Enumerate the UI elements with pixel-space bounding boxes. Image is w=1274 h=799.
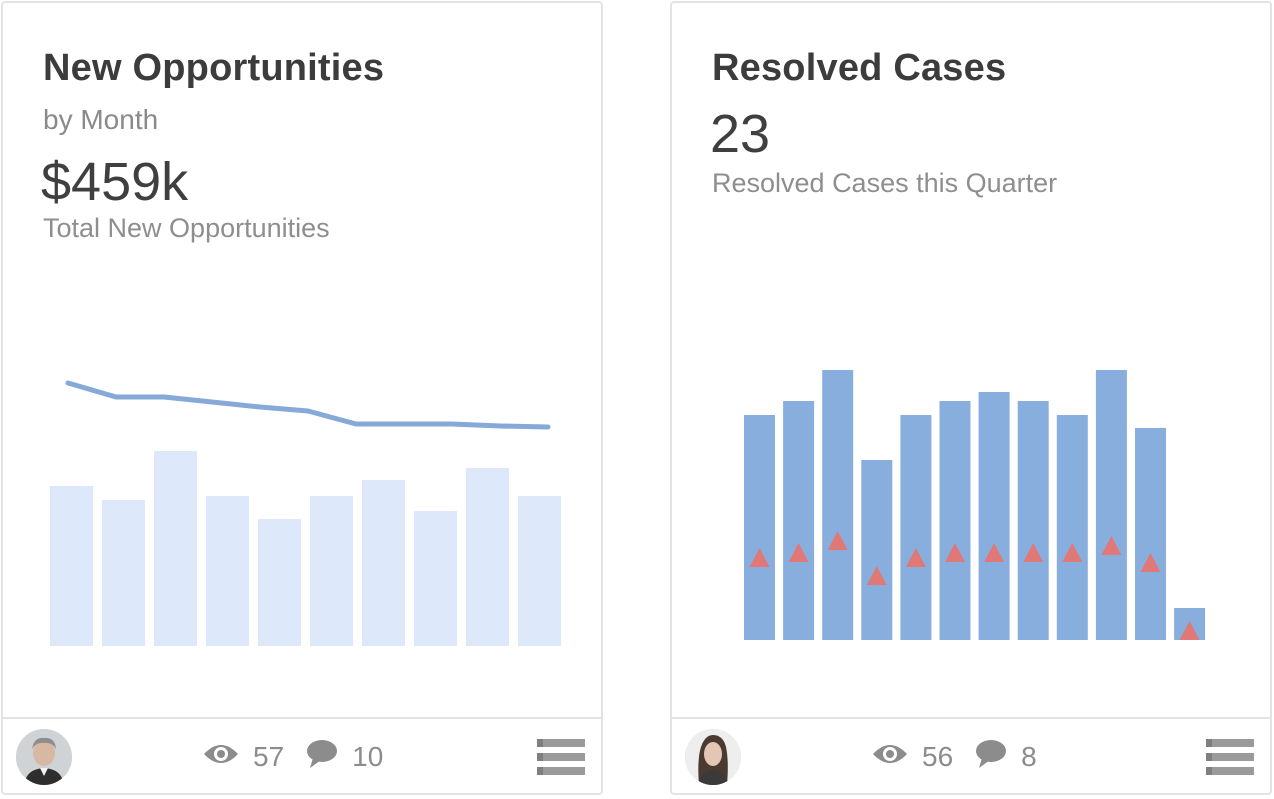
bar [1095,370,1127,640]
target-marker [905,548,926,567]
list-icon[interactable] [537,739,585,780]
target-marker [749,548,770,567]
opportunities-chart [50,380,561,646]
bar [50,486,93,646]
new-opportunities-card[interactable]: New Opportunities by Month $459k Total N… [1,1,603,795]
bar [362,480,405,646]
card-stats: 57 10 [203,737,405,777]
comment-icon[interactable] [306,739,338,776]
avatar[interactable] [16,729,72,785]
target-marker [1179,621,1200,640]
card-subtitle: by Month [43,104,159,135]
bar [861,460,893,640]
card-title: New Opportunities [43,47,385,89]
comments-count: 8 [1021,741,1037,772]
eye-icon[interactable] [872,741,908,773]
bar [1017,401,1049,640]
bar [466,468,509,646]
trend-line [65,380,551,430]
views-count: 56 [922,741,954,772]
target-marker [1062,543,1083,562]
comment-icon[interactable] [975,739,1007,776]
bar [1135,428,1166,640]
bar [978,392,1010,640]
bar [206,496,249,646]
eye-icon[interactable] [203,741,239,773]
target-marker [827,531,848,550]
target-marker [866,566,887,585]
target-marker [945,543,965,562]
bar [939,401,971,640]
bar [783,401,815,640]
target-marker [984,543,1005,562]
bar [744,415,775,640]
bar [518,496,561,646]
bar [102,500,145,646]
comments-count: 10 [352,741,384,772]
bar [154,451,197,646]
kpi-caption: Resolved Cases this Quarter [712,168,1058,198]
card-footer: 56 8 [672,717,1270,793]
bar [1056,415,1088,640]
kpi-value: 23 [710,104,771,164]
bar [900,415,932,640]
target-marker [1140,553,1161,572]
target-marker [1023,543,1044,562]
avatar[interactable] [685,729,741,785]
resolved-cases-card[interactable]: Resolved Cases 23 Resolved Cases this Qu… [670,1,1272,795]
views-count: 57 [253,741,285,772]
bar [258,519,301,646]
kpi-value: $459k [41,152,189,212]
target-marker [1101,536,1122,555]
bar [414,511,457,646]
kpi-caption: Total New Opportunities [43,213,330,243]
target-marker [788,543,809,562]
card-title: Resolved Cases [712,47,1007,89]
card-stats: 56 8 [872,737,1059,777]
list-icon[interactable] [1206,739,1254,780]
bar [822,370,854,640]
resolved-cases-chart [744,370,1206,640]
bar [310,496,353,646]
card-footer: 57 10 [3,717,601,793]
